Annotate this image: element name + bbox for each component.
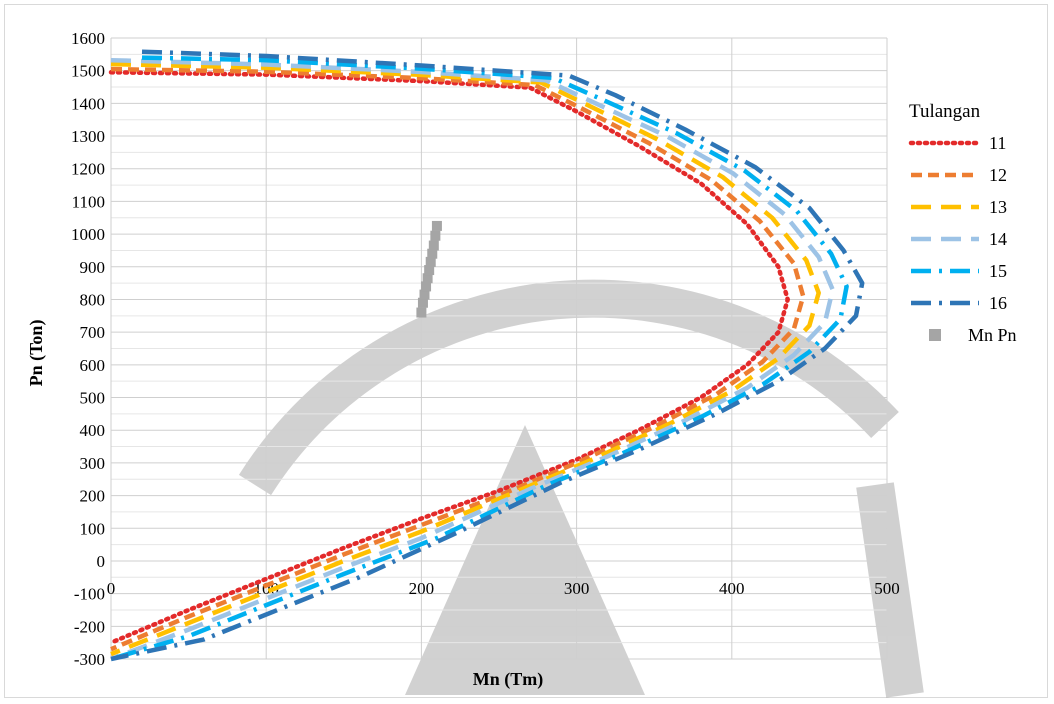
legend-label: 11: [989, 133, 1006, 153]
y-tick-label: 700: [80, 323, 106, 342]
y-tick-label: 1100: [72, 192, 105, 211]
x-tick-label: 300: [564, 579, 590, 598]
series-marker: [417, 297, 428, 308]
y-tick-label: 600: [80, 356, 106, 375]
y-tick-label: 1600: [71, 29, 105, 48]
series-layer: [108, 49, 865, 662]
grid-lines: [110, 37, 888, 660]
x-tick-label: 500: [874, 579, 900, 598]
series-marker: [422, 273, 433, 284]
legend-swatch: [929, 329, 941, 341]
series-marker: [427, 248, 438, 259]
legend: Tulangan 11 12 13 14 15 16 Mn Pn: [908, 101, 1017, 345]
y-tick-label: -300: [74, 650, 105, 669]
y-axis-title: Pn (Ton): [26, 320, 47, 387]
watermark-logo: [238, 279, 924, 698]
series-line: [110, 57, 835, 662]
y-axis-ticks: 1600150014001300120011001000900800700600…: [71, 29, 105, 669]
chart-frame: 1600 1500 1400 1300 1200 1100 1000 900 800 700 600…: [4, 4, 1048, 698]
x-tick-label: 200: [409, 579, 435, 598]
legend-label: Mn Pn: [968, 325, 1017, 345]
series-marker: [424, 265, 435, 276]
y-tick-label: 400: [80, 421, 106, 440]
y-tick-label: 900: [80, 258, 106, 277]
y-tick-label: 300: [80, 454, 106, 473]
series-marker: [419, 289, 430, 300]
y-tick-label: 1300: [71, 127, 105, 146]
legend-label: 14: [989, 229, 1007, 249]
legend-label: 16: [989, 293, 1007, 313]
y-tick-label: 1200: [71, 160, 105, 179]
y-tick-label: 100: [80, 519, 106, 538]
x-axis-title: Mn (Tm): [473, 669, 544, 690]
series-line: [108, 70, 790, 645]
series-marker: [416, 307, 427, 318]
series-line: [110, 49, 865, 662]
x-tick-label: 400: [719, 579, 745, 598]
y-tick-label: 800: [80, 290, 106, 309]
series-marker: [421, 281, 432, 292]
series-marker: [425, 256, 436, 267]
y-tick-label: 500: [80, 389, 106, 408]
series-line: [110, 61, 821, 657]
y-tick-label: 1500: [71, 62, 105, 81]
y-tick-label: -100: [74, 585, 105, 604]
y-tick-label: 1000: [71, 225, 105, 244]
legend-label: 15: [989, 261, 1007, 281]
y-tick-label: 1400: [71, 94, 105, 113]
y-tick-label: -200: [74, 617, 105, 636]
y-tick-label: 200: [80, 487, 106, 506]
x-tick-label: 0: [107, 579, 116, 598]
y-tick-label: 0: [97, 552, 106, 571]
legend-title: Tulangan: [909, 101, 981, 122]
legend-label: 12: [989, 165, 1007, 185]
interaction-diagram-chart: 1600150014001300120011001000900800700600…: [26, 29, 1017, 698]
series-marker: [430, 230, 441, 241]
series-line: [110, 55, 849, 662]
legend-label: 13: [989, 197, 1007, 217]
series-marker: [431, 220, 442, 231]
series-marker: [428, 240, 439, 251]
